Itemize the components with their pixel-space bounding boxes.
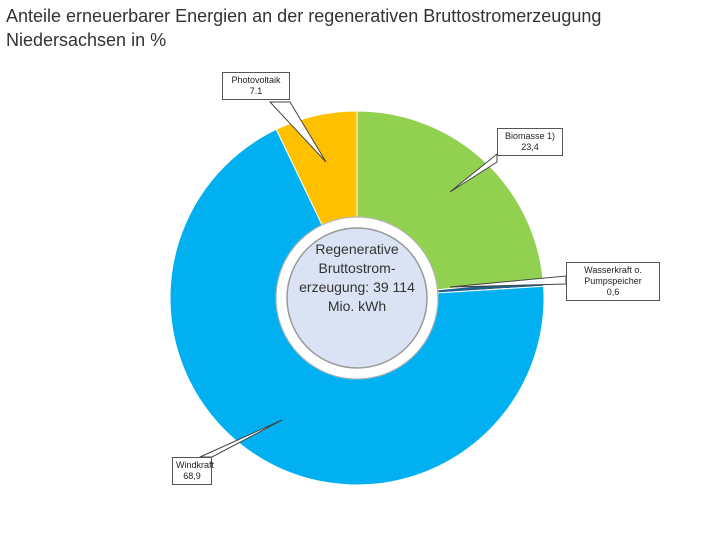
leader bbox=[449, 152, 498, 193]
center-label: Regenerative Bruttostrom-erzeugung: 39 1… bbox=[299, 241, 415, 314]
value-label: 23,4 bbox=[521, 142, 539, 152]
category-label: Wasserkraft o. Pumpspeicher bbox=[584, 265, 642, 286]
category-label: Photovoltaik bbox=[231, 75, 281, 85]
category-label: Windkraft bbox=[176, 460, 215, 470]
category-label: Biomasse 1) bbox=[504, 131, 556, 141]
chart-title: Anteile erneuerbarer Energien an der reg… bbox=[6, 6, 602, 50]
leader bbox=[268, 101, 327, 163]
callout: Photovoltaik 7.1 bbox=[222, 72, 290, 100]
callout: Windkraft 68,9 bbox=[172, 457, 215, 485]
value-label: 68,9 bbox=[183, 471, 201, 481]
callout: Biomasse 1) 23,4 bbox=[497, 128, 563, 156]
callout: Wasserkraft o. Pumpspeicher 0,6 bbox=[566, 262, 660, 301]
value-label: 0,6 bbox=[606, 287, 620, 297]
value-label: 7.1 bbox=[249, 86, 263, 96]
center-circle bbox=[286, 227, 428, 369]
